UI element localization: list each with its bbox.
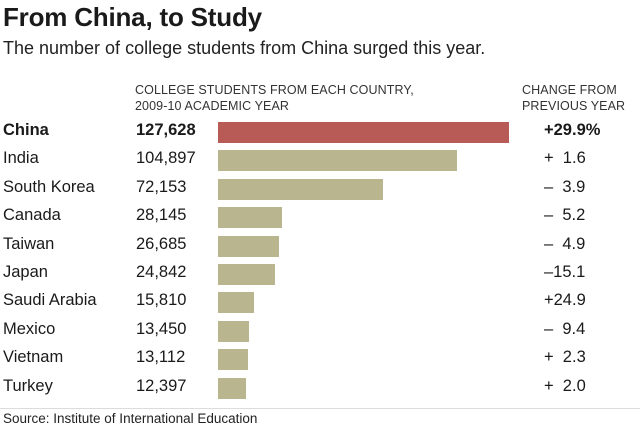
bar-row: Turkey 12,397 + 2.0	[0, 374, 640, 402]
chart-subtitle: The number of college students from Chin…	[3, 38, 486, 58]
bar	[218, 377, 246, 399]
country-label: Turkey	[3, 376, 53, 395]
bar-row: China 127,628 +29.9%	[0, 118, 640, 146]
bar	[218, 349, 248, 371]
bar-row: India 104,897 + 1.6	[0, 146, 640, 174]
bar	[218, 207, 282, 229]
country-label: Vietnam	[3, 348, 64, 367]
value-label: 28,145	[136, 206, 187, 225]
students-column-header: COLLEGE STUDENTS FROM EACH COUNTRY, 2009…	[135, 82, 414, 114]
country-label: China	[3, 121, 49, 139]
change-label: – 5.2	[544, 206, 586, 225]
students-header-line2: 2009-10 ACADEMIC YEAR	[135, 99, 290, 113]
value-label: 127,628	[136, 121, 196, 139]
change-label: – 3.9	[544, 177, 586, 196]
change-label: +24.9	[544, 291, 586, 310]
value-label: 72,153	[136, 177, 187, 196]
country-label: Saudi Arabia	[3, 291, 97, 310]
bar-row: South Korea 72,153 – 3.9	[0, 175, 640, 203]
bar-row: Mexico 13,450 – 9.4	[0, 317, 640, 345]
country-label: South Korea	[3, 177, 95, 196]
change-label: + 2.3	[544, 348, 586, 367]
bar	[218, 178, 383, 200]
country-label: India	[3, 149, 39, 168]
value-label: 104,897	[136, 149, 196, 168]
value-label: 12,397	[136, 376, 187, 395]
value-label: 13,450	[136, 319, 187, 338]
country-label: Taiwan	[3, 234, 55, 253]
change-label: – 4.9	[544, 234, 586, 253]
change-header-line2: PREVIOUS YEAR	[522, 99, 626, 113]
change-column-header: CHANGE FROM PREVIOUS YEAR	[522, 82, 625, 114]
change-label: + 1.6	[544, 149, 586, 168]
bar-row: Japan 24,842 –15.1	[0, 260, 640, 288]
country-label: Canada	[3, 206, 61, 225]
country-label: Japan	[3, 263, 48, 281]
bar	[218, 292, 254, 314]
source-note: Source: Institute of International Educa…	[3, 411, 258, 426]
divider	[0, 408, 640, 409]
change-label: +29.9%	[544, 121, 601, 139]
change-label: + 2.0	[544, 376, 586, 395]
bar	[218, 235, 279, 257]
bar	[218, 150, 457, 172]
value-label: 15,810	[136, 291, 187, 310]
value-label: 24,842	[136, 263, 187, 281]
chart-title: From China, to Study	[3, 2, 262, 32]
bar-row: Vietnam 13,112 + 2.3	[0, 345, 640, 373]
country-label: Mexico	[3, 319, 56, 338]
bar-row: Saudi Arabia 15,810 +24.9	[0, 288, 640, 316]
bar	[218, 122, 509, 143]
bar-chart: China 127,628 +29.9% India 104,897 + 1.6 South…	[0, 118, 640, 406]
bar	[218, 264, 275, 285]
students-header-line1: COLLEGE STUDENTS FROM EACH COUNTRY,	[135, 83, 414, 97]
value-label: 26,685	[136, 234, 187, 253]
bar	[218, 320, 249, 342]
change-header-line1: CHANGE FROM	[522, 83, 617, 97]
bar-row: Canada 28,145 – 5.2	[0, 203, 640, 231]
change-label: – 9.4	[544, 319, 586, 338]
bar-row: Taiwan 26,685 – 4.9	[0, 232, 640, 260]
value-label: 13,112	[136, 348, 186, 367]
change-label: –15.1	[544, 263, 586, 281]
